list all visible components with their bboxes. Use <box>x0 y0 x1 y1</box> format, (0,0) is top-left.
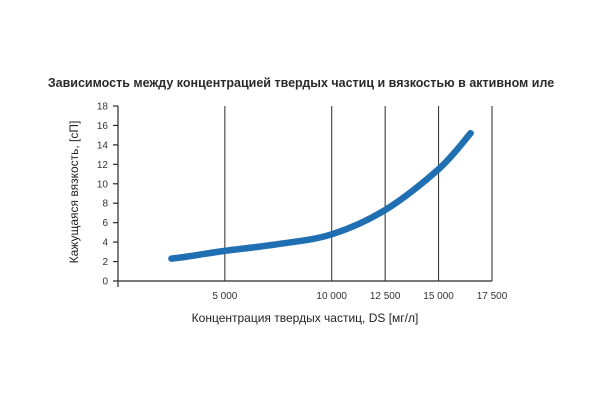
y-tick-label: 12 <box>97 160 109 171</box>
y-tick-label: 16 <box>97 121 109 132</box>
series-line <box>168 129 474 262</box>
x-axis-label: Концентрация твердых частиц, DS [мг/л] <box>192 311 419 325</box>
series-layer <box>168 129 474 262</box>
x-tick-label: 5 000 <box>212 291 237 302</box>
chart-title: Зависимость между концентрацией твердых … <box>48 76 554 90</box>
y-tick-label: 10 <box>97 179 109 190</box>
axes <box>113 105 492 287</box>
y-tick-label: 8 <box>102 199 108 210</box>
x-tick-label: 12 500 <box>370 291 401 302</box>
x-tick-label: 17 500 <box>477 291 508 302</box>
y-tick-label: 6 <box>102 218 108 229</box>
x-tick-label: 10 000 <box>316 291 347 302</box>
y-tick-label: 0 <box>102 277 108 288</box>
y-tick-label: 14 <box>97 140 109 151</box>
y-tick-label: 18 <box>97 102 109 113</box>
y-tick-label: 2 <box>102 257 108 268</box>
tick-labels: 0 2 4 6 8 10 12 14 16 18 5 000 10 000 12 500 15 000 17… <box>97 102 508 303</box>
y-axis-label: Кажущаяся вязкость, [сП] <box>67 121 81 264</box>
y-tick-label: 4 <box>102 238 108 249</box>
grid-lines <box>224 106 493 281</box>
x-tick-label: 15 000 <box>423 291 454 302</box>
